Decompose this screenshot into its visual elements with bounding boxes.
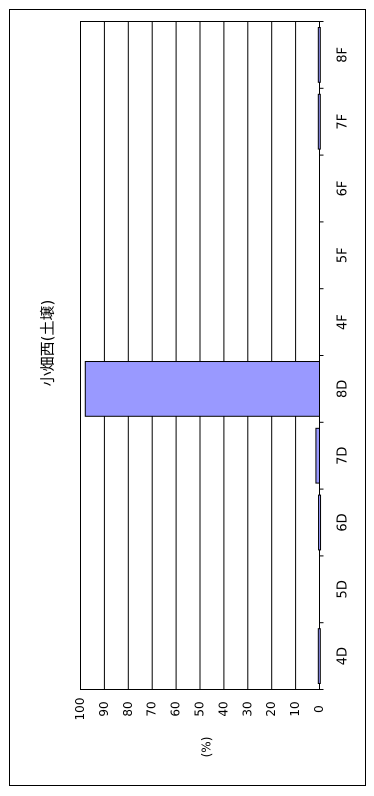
category-label-7D: 7D (336, 447, 351, 465)
category-label-8D: 8D (336, 380, 351, 398)
category-label-5F: 5F (336, 247, 351, 263)
chart-title: 小畑西(土壌) (39, 300, 57, 387)
value-tick-label: 80 (121, 701, 135, 716)
y-axis-label: (%) (200, 737, 214, 758)
category-label-5D: 5D (336, 580, 351, 598)
value-tick-label: 40 (216, 701, 230, 716)
bar-8D (84, 361, 320, 417)
value-tick-label: 20 (264, 701, 278, 716)
gridlines (103, 21, 297, 690)
category-label-7F: 7F (336, 114, 351, 130)
bar-4D (317, 628, 321, 684)
bars (84, 27, 322, 684)
category-label-6D: 6D (336, 513, 351, 531)
category-label-4F: 4F (336, 314, 351, 330)
value-tick-label: 90 (97, 701, 111, 716)
category-ticks (319, 21, 324, 690)
category-label-8F: 8F (336, 47, 351, 63)
category-label-4D: 4D (336, 647, 351, 665)
category-tick-labels: 4D 5D 6D 7D 8D 4F 5F 6F 7F 8F (336, 47, 351, 665)
bar-7D (315, 427, 321, 484)
bar-6D (318, 494, 322, 551)
value-tick-label: 70 (145, 701, 159, 716)
value-tick-label: 0 (312, 705, 326, 713)
value-tick-label: 50 (193, 701, 207, 716)
value-tick-labels: 0 10 20 30 40 50 60 70 80 90 100 (73, 698, 326, 721)
category-label-6F: 6F (336, 181, 351, 197)
value-tick-label: 10 (288, 701, 302, 716)
value-tick-label: 100 (73, 698, 87, 721)
value-tick-label: 30 (240, 701, 254, 716)
bar-7F (317, 93, 321, 150)
bar-8F (317, 27, 321, 83)
value-tick-label: 60 (169, 701, 183, 716)
